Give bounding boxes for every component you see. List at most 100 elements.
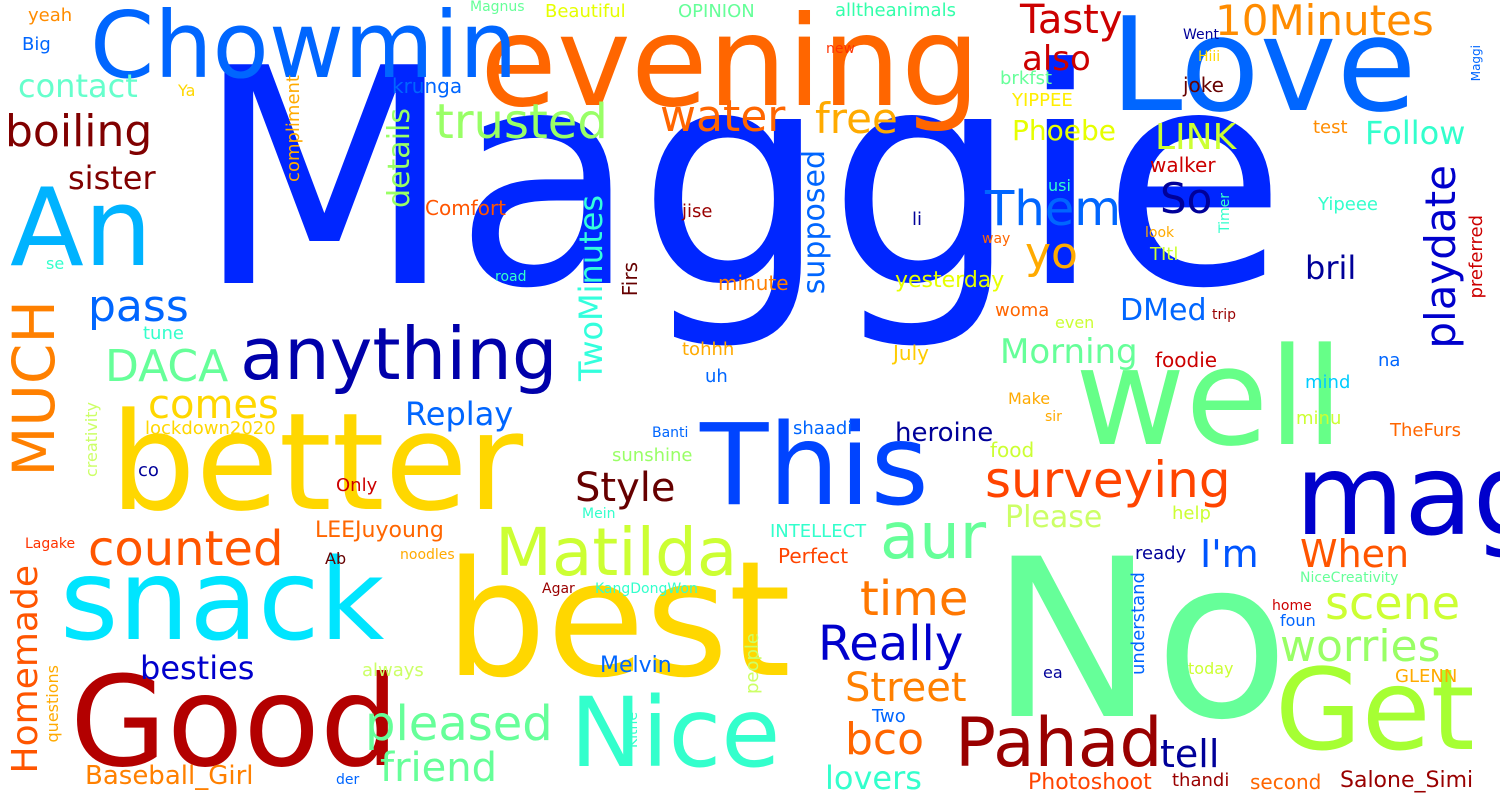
word-kitne: Kitne	[625, 712, 641, 749]
word-se: se	[46, 254, 65, 273]
word-bril: bril	[1305, 249, 1357, 287]
word-dmed: DMed	[1120, 293, 1207, 328]
word-details: details	[382, 108, 417, 208]
word-beautiful: Beautiful	[545, 1, 626, 22]
word-look: look	[1145, 225, 1175, 241]
word-surveying: surveying	[985, 451, 1231, 509]
word-maggie: Maggie	[195, 5, 1287, 354]
word-glenn: GLENN	[1395, 666, 1458, 687]
word-make: Make	[1008, 389, 1051, 408]
word-time: time	[860, 571, 969, 627]
word-only: Only	[336, 475, 378, 496]
word-went: Went	[1183, 27, 1219, 43]
word-boiling: boiling	[5, 106, 153, 157]
word-mag: mag	[1295, 431, 1500, 561]
word-tohhh: tohhh	[682, 339, 735, 360]
word-phoebe: Phoebe	[1012, 114, 1116, 147]
word-melvin: Melvin	[600, 653, 672, 678]
word-test: test	[1313, 117, 1348, 138]
word-food: food	[990, 438, 1035, 462]
word-na: na	[1378, 350, 1401, 371]
word-comes: comes	[148, 382, 279, 428]
word-yippee: YIPPEE	[1012, 90, 1073, 111]
word-trusted: trusted	[435, 94, 608, 150]
word-july: July	[893, 341, 929, 365]
word-tasty: Tasty	[1020, 0, 1123, 43]
word-street: Street	[845, 665, 967, 711]
word-scene: scene	[1325, 576, 1461, 630]
word-homemade: Homemade	[5, 565, 46, 774]
word-timer: Timer	[1217, 193, 1233, 234]
word-snack: snack	[60, 536, 385, 666]
word-new: new	[826, 41, 855, 57]
word-also: also	[1022, 39, 1091, 79]
word-agar: Agar	[542, 581, 575, 597]
word-help: help	[1172, 503, 1211, 524]
word-matilda: Matilda	[495, 514, 738, 591]
word-understand: understand	[1128, 572, 1149, 676]
word-im: I'm	[1200, 532, 1259, 576]
word-co: co	[138, 460, 159, 481]
word-love: Love	[1110, 0, 1417, 141]
word-hiii: Hiii	[1198, 49, 1221, 65]
word-intellect: INTELLECT	[770, 521, 867, 542]
word-noodles: noodles	[400, 547, 455, 563]
word-second: second	[1250, 770, 1322, 794]
word-style: Style	[575, 465, 676, 511]
word-lovers: lovers	[825, 759, 922, 797]
word-maggi: Maggi	[1469, 45, 1483, 82]
word-minute: minute	[718, 271, 789, 295]
word-questions: questions	[43, 665, 62, 743]
word-really: Really	[818, 616, 964, 672]
word-alltheanimals: alltheanimals	[835, 0, 956, 21]
word-yesterday: yesterday	[895, 268, 1005, 293]
word-people: people	[742, 633, 763, 695]
word-pleased: pleased	[365, 696, 553, 752]
word-joke: joke	[1183, 73, 1224, 97]
word-nice: Nice	[570, 677, 781, 789]
word-follow: Follow	[1365, 114, 1466, 152]
word-sir: sir	[1045, 409, 1062, 425]
word-when: When	[1300, 532, 1410, 576]
word-water: water	[660, 91, 786, 142]
word-mind: mind	[1305, 372, 1351, 393]
word-best: best	[445, 526, 792, 713]
word-walker: walker	[1150, 153, 1216, 177]
word-supposed: supposed	[797, 150, 832, 295]
word-foodie: foodie	[1155, 348, 1218, 372]
word-magnus: Magnus	[470, 0, 525, 15]
word-brkfst: brkfst	[1000, 68, 1053, 89]
word-10minutes: 10Minutes	[1215, 0, 1434, 45]
word-lagake: Lagake	[25, 536, 76, 552]
word-this: This	[700, 401, 929, 531]
word-ready: ready	[1135, 543, 1187, 564]
word-usi: usi	[1048, 176, 1071, 195]
word-even: even	[1055, 313, 1095, 332]
word-anything: anything	[240, 312, 558, 396]
word-yeah: yeah	[28, 5, 73, 26]
word-well: well	[1075, 319, 1344, 476]
word-pass: pass	[88, 281, 189, 332]
word-der: der	[336, 772, 360, 788]
word-yipeee: Yipeee	[1318, 194, 1379, 215]
word-krunga: krunga	[392, 74, 463, 98]
word-comfort: Comfort	[425, 196, 507, 220]
word-daca: DACA	[105, 341, 229, 392]
word-twominutes: TwoMinutes	[572, 195, 610, 381]
word-firs: Firs	[618, 262, 642, 297]
word-thandi: thandi	[1172, 770, 1230, 791]
word-so: So	[1160, 174, 1213, 223]
word-besties: besties	[140, 649, 255, 687]
word-playdate: playdate	[1416, 165, 1465, 349]
word-pahad: Pahad	[955, 704, 1163, 783]
word-foun: foun	[1280, 611, 1316, 630]
word-li: li	[912, 209, 923, 230]
word-creativity: creativity	[82, 402, 101, 478]
word-free: free	[815, 94, 898, 143]
word-link: LINK	[1155, 117, 1237, 158]
word-nicecreativity: NiceCreativity	[1300, 570, 1399, 586]
word-worries: worries	[1280, 621, 1441, 672]
word-shaadi: shaadi	[793, 418, 853, 439]
word-mein: Mein	[582, 506, 616, 522]
